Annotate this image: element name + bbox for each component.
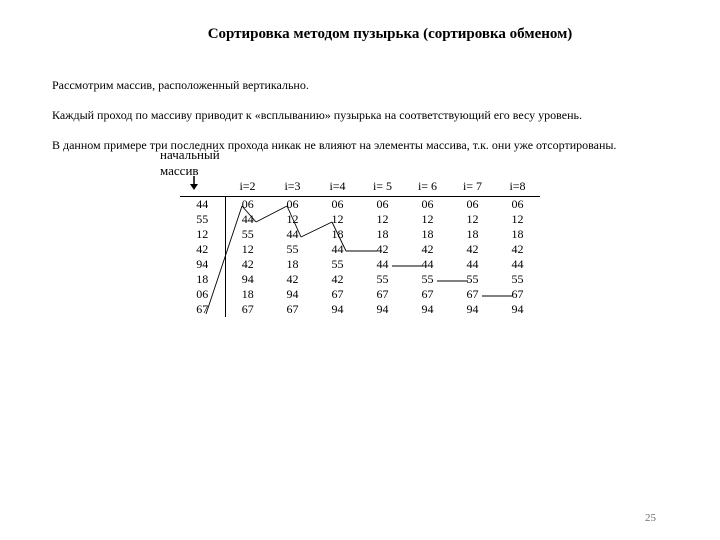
table-cell: 18: [270, 257, 315, 272]
table-header-cell: i=2: [225, 179, 270, 197]
table-cell: 55: [315, 257, 360, 272]
table-cell: 44: [495, 257, 540, 272]
table-cell: 94: [315, 302, 360, 317]
table-header-cell: i= 7: [450, 179, 495, 197]
table-cell: 06: [450, 197, 495, 213]
table-row: 0618946767676767: [180, 287, 540, 302]
table-row: 1255441818181818: [180, 227, 540, 242]
table-cell: 44: [180, 197, 225, 213]
table-cell: 55: [405, 272, 450, 287]
table-cell: 12: [180, 227, 225, 242]
table-cell: 67: [360, 287, 405, 302]
table-cell: 42: [180, 242, 225, 257]
table-cell: 94: [495, 302, 540, 317]
table-cell: 06: [225, 197, 270, 213]
table-header-cell: i= 5: [360, 179, 405, 197]
table-cell: 44: [270, 227, 315, 242]
page-number: 25: [645, 512, 656, 524]
paragraph-3: В данном примере три последних прохода н…: [52, 133, 668, 157]
table-cell: 18: [450, 227, 495, 242]
table-header-cell: i=4: [315, 179, 360, 197]
initial-array-label: начальный массив: [160, 147, 220, 178]
table-cell: 12: [360, 212, 405, 227]
bubble-sort-table: i=2 i=3 i=4 i= 5 i= 6 i= 7 i=8 440606060…: [180, 179, 540, 317]
table-cell: 42: [450, 242, 495, 257]
table-cell: 67: [315, 287, 360, 302]
table-cell: 06: [315, 197, 360, 213]
table-cell: 42: [360, 242, 405, 257]
table-cell: 12: [405, 212, 450, 227]
table-cell: 44: [405, 257, 450, 272]
table-cell: 06: [360, 197, 405, 213]
table-cell: 12: [450, 212, 495, 227]
table-cell: 67: [270, 302, 315, 317]
table-cell: 94: [360, 302, 405, 317]
table-cell: 55: [450, 272, 495, 287]
table-cell: 55: [225, 227, 270, 242]
table-body: 4406060606060606554412121212121212554418…: [180, 197, 540, 318]
table-cell: 94: [270, 287, 315, 302]
table-row: 4406060606060606: [180, 197, 540, 213]
table-cell: 94: [405, 302, 450, 317]
table-cell: 06: [495, 197, 540, 213]
table-cell: 18: [315, 227, 360, 242]
table-header-cell: i=8: [495, 179, 540, 197]
table-cell: 42: [315, 272, 360, 287]
table-cell: 12: [225, 242, 270, 257]
table-cell: 67: [495, 287, 540, 302]
table-cell: 06: [405, 197, 450, 213]
table-cell: 18: [405, 227, 450, 242]
table-cell: 18: [225, 287, 270, 302]
table-cell: 55: [180, 212, 225, 227]
initial-label-line1: начальный: [160, 147, 220, 162]
table-header-row: i=2 i=3 i=4 i= 5 i= 6 i= 7 i=8: [180, 179, 540, 197]
table-cell: 06: [180, 287, 225, 302]
paragraph-2: Каждый проход по массиву приводит к «всп…: [52, 103, 668, 127]
table-cell: 18: [180, 272, 225, 287]
down-arrow-icon: [187, 176, 201, 195]
table-cell: 67: [225, 302, 270, 317]
paragraph-1: Рассмотрим массив, расположенный вертика…: [52, 73, 668, 97]
table-cell: 94: [225, 272, 270, 287]
table-cell: 42: [270, 272, 315, 287]
table-cell: 44: [225, 212, 270, 227]
table-cell: 67: [405, 287, 450, 302]
table-cell: 94: [180, 257, 225, 272]
table-cell: 55: [495, 272, 540, 287]
table-row: 9442185544444444: [180, 257, 540, 272]
table-cell: 12: [315, 212, 360, 227]
table-cell: 18: [495, 227, 540, 242]
table-cell: 94: [450, 302, 495, 317]
page-title: Сортировка методом пузырька (сортировка …: [52, 26, 668, 43]
table-cell: 12: [495, 212, 540, 227]
table-cell: 44: [360, 257, 405, 272]
table-cell: 06: [270, 197, 315, 213]
table-row: 6767679494949494: [180, 302, 540, 317]
table-row: 5544121212121212: [180, 212, 540, 227]
table-header-cell: i= 6: [405, 179, 450, 197]
table-cell: 12: [270, 212, 315, 227]
table-cell: 44: [450, 257, 495, 272]
table-cell: 18: [360, 227, 405, 242]
table-header-cell: i=3: [270, 179, 315, 197]
table-cell: 55: [360, 272, 405, 287]
table-row: 1894424255555555: [180, 272, 540, 287]
table-cell: 42: [495, 242, 540, 257]
table-row: 4212554442424242: [180, 242, 540, 257]
table-cell: 67: [180, 302, 225, 317]
table-cell: 42: [405, 242, 450, 257]
table-cell: 55: [270, 242, 315, 257]
table-cell: 42: [225, 257, 270, 272]
table-cell: 67: [450, 287, 495, 302]
bubble-sort-table-wrap: начальный массив i=2 i=3 i=4 i= 5 i= 6 i…: [180, 179, 540, 317]
table-cell: 44: [315, 242, 360, 257]
